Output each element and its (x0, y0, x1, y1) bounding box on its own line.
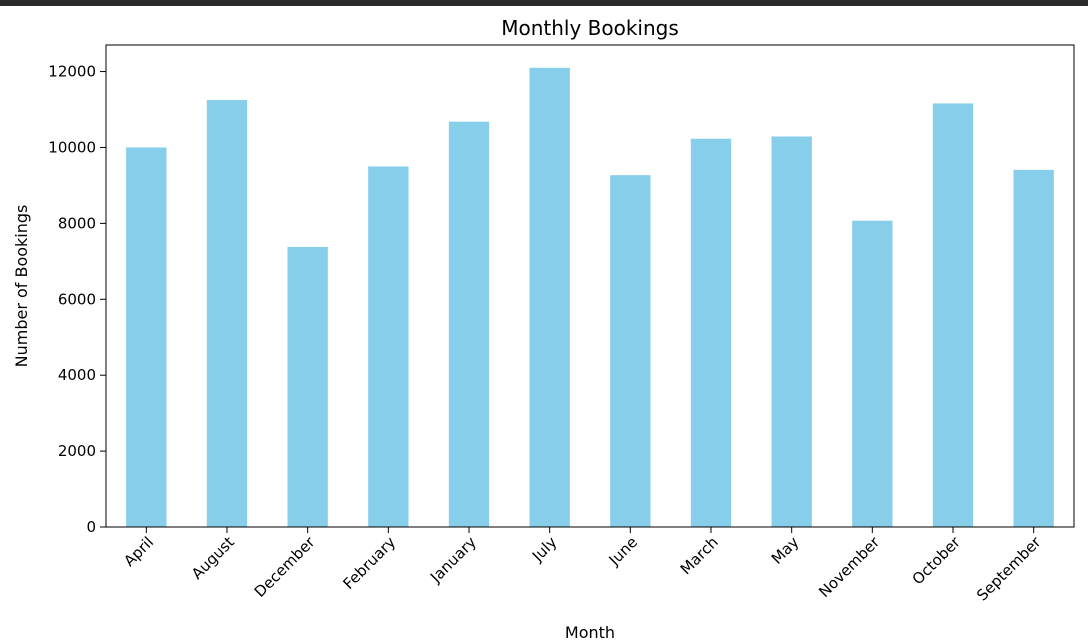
x-tick-label: May (768, 533, 803, 568)
bar-december (287, 246, 328, 527)
y-tick-label: 2000 (58, 442, 96, 460)
chart-title: Monthly Bookings (501, 16, 679, 40)
y-axis-label: Number of Bookings (12, 205, 31, 368)
bar-january (448, 121, 490, 527)
x-tick-label: April (120, 533, 157, 570)
y-tick-label: 4000 (58, 366, 96, 384)
x-axis-ticks: April August December February January July Ju… (120, 527, 1045, 604)
bar-september (1013, 169, 1054, 528)
bar-october (932, 103, 974, 527)
bars-group (126, 67, 1054, 528)
x-tick-label: October (909, 533, 965, 589)
bar-march (690, 138, 732, 528)
x-tick-label: August (188, 533, 238, 583)
x-axis-label: Month (565, 623, 615, 642)
x-tick-label: February (339, 533, 399, 593)
y-tick-label: 8000 (58, 214, 96, 232)
y-tick-label: 0 (86, 518, 96, 536)
x-tick-label: November (815, 533, 883, 601)
y-tick-label: 12000 (48, 63, 96, 81)
x-tick-label: March (677, 533, 722, 578)
bar-may (771, 136, 812, 527)
x-tick-label: June (605, 533, 642, 570)
y-axis-ticks: 0 2000 4000 6000 8000 10000 12000 (48, 63, 106, 536)
plot-area-border (105, 44, 1075, 528)
bar-june (610, 175, 651, 527)
x-tick-label: December (251, 533, 319, 601)
x-tick-label: September (973, 533, 1045, 605)
bar-april (126, 147, 167, 527)
x-tick-label: January (426, 533, 480, 587)
y-tick-label: 6000 (58, 290, 96, 308)
x-tick-label: July (528, 533, 561, 566)
bar-february (368, 166, 409, 527)
bar-july (529, 67, 570, 528)
y-tick-label: 10000 (48, 138, 96, 156)
bar-november (852, 220, 893, 527)
bar-august (206, 100, 248, 527)
